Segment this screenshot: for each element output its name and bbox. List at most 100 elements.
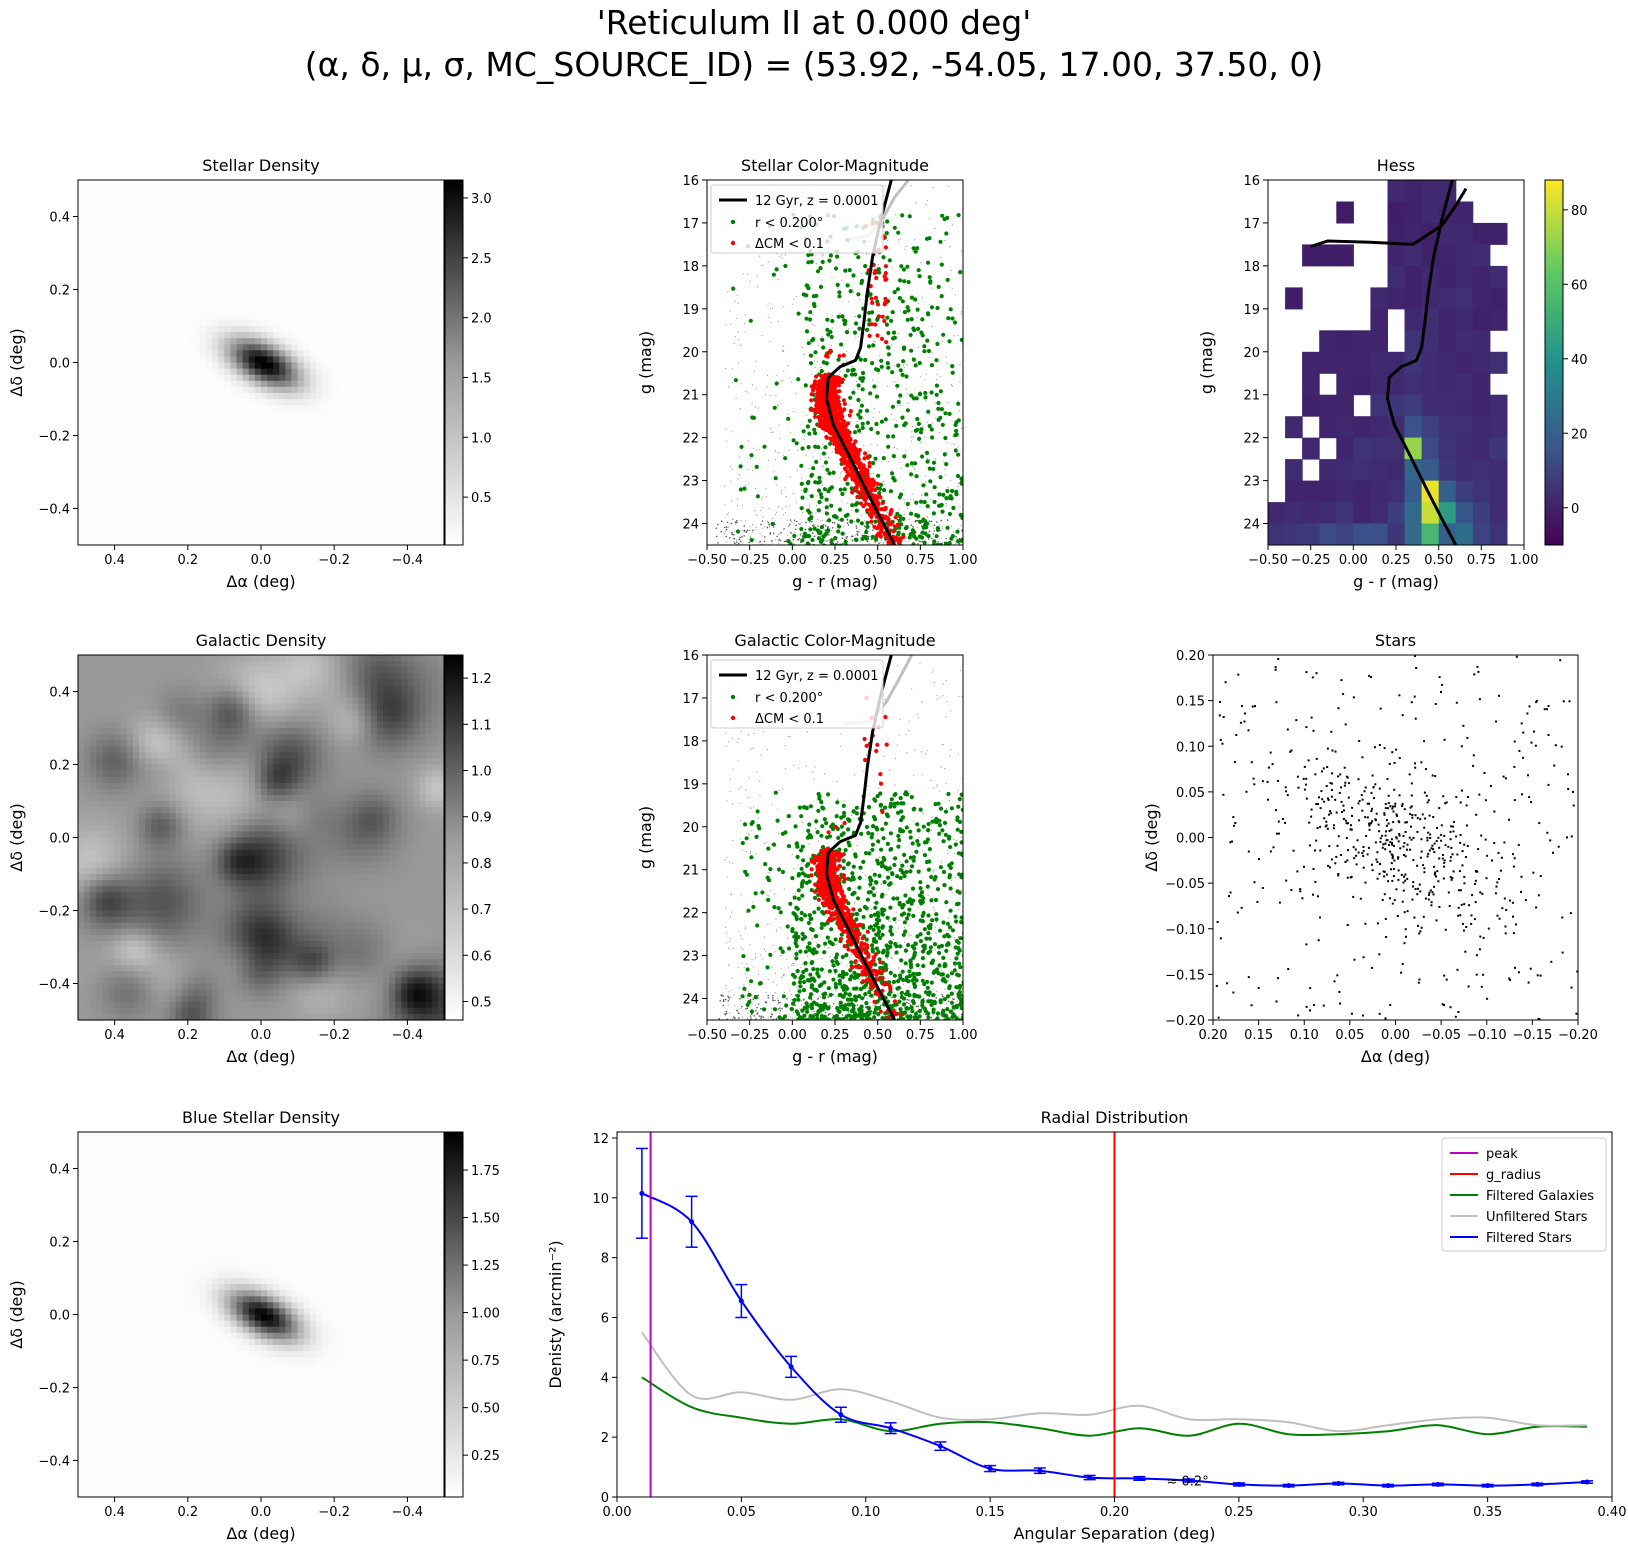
stellar-density-pixel	[340, 350, 347, 357]
stellar-density-pixel	[297, 459, 305, 467]
stellar-density-pixel	[224, 362, 232, 370]
stellar-density-pixel	[78, 435, 85, 443]
stellar-density-pixel	[291, 265, 299, 272]
stellar-density-pixel	[346, 490, 354, 497]
stellar-density-pixel	[230, 307, 238, 315]
stellar-density-pixel	[126, 490, 134, 497]
blue-stellar-density-pixel	[212, 1326, 219, 1334]
stellar-density-pixel	[315, 289, 323, 297]
stellar-density-pixel	[267, 478, 274, 485]
stellar-density-pixel	[90, 484, 97, 491]
stellar-density-pixel	[328, 240, 335, 248]
stellar-density-pixel	[206, 253, 213, 260]
stellar-density-pixel	[419, 441, 427, 449]
blue-stellar-density-pixel	[96, 1308, 103, 1316]
stellar-density-pixel	[102, 289, 110, 297]
stellar-density-pixel	[102, 405, 110, 412]
blue-stellar-density-pixel	[108, 1217, 116, 1224]
stellar-density-pixel	[90, 465, 97, 473]
stellar-density-pixel	[273, 240, 280, 248]
stellar-density-pixel	[163, 459, 171, 467]
stellar-density-pixel	[285, 429, 293, 437]
blue-stellar-density-pixel	[200, 1411, 207, 1419]
stellar-density-pixel	[90, 180, 97, 187]
stellar-density-pixel	[120, 392, 128, 400]
stellar-density-pixel	[96, 490, 103, 497]
stellar-density-pixel	[78, 240, 85, 248]
stellar-density-pixel	[340, 301, 347, 309]
stellar-density-pixel	[78, 186, 85, 193]
stellar-density-pixel	[315, 216, 323, 224]
stellar-density-pixel	[285, 490, 293, 497]
stellar-density-pixel	[114, 520, 122, 528]
stellar-density-pixel	[84, 362, 91, 370]
stellar-density-pixel	[212, 222, 219, 230]
blue-stellar-density-pixel	[139, 1387, 146, 1395]
stellar-density-pixel	[273, 538, 280, 546]
stellar-density-pixel	[437, 465, 445, 473]
blue-stellar-density-pixel	[181, 1150, 189, 1157]
stellar-density-pixel	[322, 332, 329, 339]
stellar-density-pixel	[340, 210, 347, 218]
stellar-density-pixel	[376, 186, 384, 193]
stellar-density-pixel	[322, 429, 329, 437]
blue-stellar-density-pixel	[200, 1150, 207, 1157]
stellar-density-pixel	[279, 374, 286, 382]
stellar-density-pixel	[267, 344, 274, 351]
stellar-density-pixel	[261, 277, 268, 284]
stellar-density-pixel	[254, 246, 262, 254]
blue-stellar-density-pixel	[193, 1375, 201, 1382]
stellar-density-pixel	[84, 192, 91, 199]
blue-stellar-density-pixel	[114, 1436, 122, 1443]
stellar-density-pixel	[334, 490, 341, 497]
stellar-density-pixel	[389, 313, 396, 321]
stellar-density-pixel	[346, 374, 354, 382]
stellar-density-pixel	[139, 259, 146, 266]
stellar-density-pixel	[401, 301, 408, 309]
stellar-density-pixel	[413, 423, 421, 430]
stellar-density-pixel	[322, 399, 329, 406]
stellar-density-pixel	[84, 259, 91, 266]
stellar-density-pixel	[90, 283, 97, 291]
blue-stellar-density-pixel	[206, 1150, 213, 1157]
blue-stellar-density-pixel	[193, 1393, 201, 1401]
blue-stellar-density-pixel	[126, 1278, 134, 1285]
stellar-density-pixel	[328, 216, 335, 224]
stellar-density-pixel	[364, 234, 372, 242]
stellar-density-pixel	[358, 180, 366, 187]
stellar-density-pixel	[431, 216, 439, 224]
stellar-density-pixel	[84, 246, 91, 254]
stellar-density-pixel	[218, 198, 225, 205]
stellar-density-pixel	[285, 180, 293, 187]
stellar-density-pixel	[78, 386, 85, 394]
blue-stellar-density-pixel	[212, 1278, 219, 1285]
stellar-density-pixel	[376, 447, 384, 455]
stellar-density-pixel	[431, 399, 439, 406]
figure-title-line-1: 'Reticulum II at 0.000 deg'	[596, 3, 1032, 42]
stellar-density-pixel	[279, 484, 286, 491]
stellar-density-pixel	[114, 465, 122, 473]
blue-stellar-density-pixel	[193, 1399, 201, 1407]
blue-stellar-density-pixel	[102, 1168, 110, 1176]
stellar-density-pixel	[218, 459, 225, 467]
stellar-density-pixel	[370, 356, 378, 364]
stellar-density-pixel	[181, 484, 189, 491]
stellar-density-pixel	[242, 319, 250, 327]
stellar-density-pixel	[175, 307, 183, 315]
stellar-density-pixel	[206, 405, 213, 412]
stellar-density-pixel	[407, 246, 415, 254]
stellar-density-pixel	[383, 204, 390, 211]
stellar-density-pixel	[279, 405, 286, 412]
stellar-density-pixel	[267, 216, 274, 224]
stellar-density-pixel	[352, 319, 360, 327]
stellar-density-pixel	[431, 411, 439, 418]
stellar-density-pixel	[261, 380, 268, 388]
blue-stellar-density-pixel	[132, 1424, 140, 1431]
stellar-density-pixel	[419, 180, 427, 187]
stellar-density-pixel	[431, 313, 439, 321]
stellar-density-pixel	[285, 399, 293, 406]
stellar-density-pixel	[120, 514, 128, 522]
stellar-density-pixel	[315, 228, 323, 236]
stellar-density-pixel	[285, 459, 293, 467]
stellar-density-pixel	[407, 490, 415, 497]
